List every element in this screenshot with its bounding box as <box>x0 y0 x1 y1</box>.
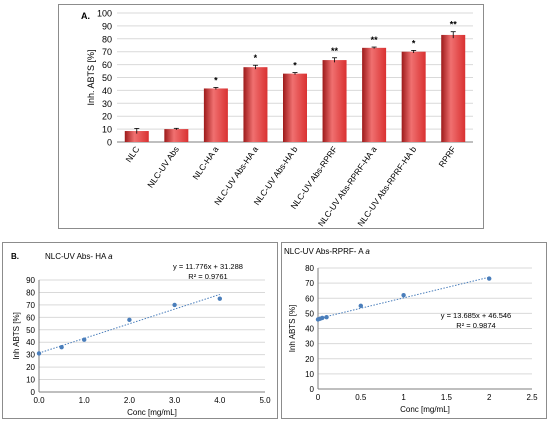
bar <box>203 88 228 142</box>
trendline <box>317 276 490 320</box>
chart-title: NLC-UV Abs- HA a <box>45 252 113 261</box>
y-tick-label: 80 <box>305 264 314 273</box>
x-tick-label: NLC-UV Abs <box>145 144 181 189</box>
x-tick-label: RPRF <box>436 144 457 169</box>
y-tick-label: 20 <box>305 355 314 364</box>
y-tick-label: 0 <box>310 385 315 394</box>
significance-mark: ** <box>371 35 379 45</box>
x-tick-label: 4.0 <box>214 396 226 405</box>
y-tick-label: 60 <box>102 60 112 70</box>
y-tick-label: 20 <box>26 363 35 372</box>
bar-chart-svg: 0 10 20 30 40 50 60 70 80 90 100 A. Inh. ABTS [%] NLC… <box>81 9 473 228</box>
y-tick-label: 40 <box>26 338 35 347</box>
bar <box>124 131 149 142</box>
x-tick-label: 0.5 <box>355 393 367 402</box>
y-tick-label: 10 <box>305 370 314 379</box>
significance-mark: ** <box>450 20 458 30</box>
y-tick-label: 20 <box>102 112 112 122</box>
data-point <box>401 293 406 298</box>
y-tick-label: 10 <box>26 376 35 385</box>
data-point <box>358 303 363 309</box>
data-point <box>59 345 64 350</box>
x-tick-label: 1.0 <box>79 396 91 405</box>
y-tick-label: 30 <box>26 351 35 360</box>
y-axis-title: Inh ABTS [%] <box>12 312 21 360</box>
y-axis-title: Inh ABTS [%] <box>288 305 297 353</box>
bar <box>401 51 426 143</box>
scatter-chart-left-svg: 0 10 20 30 40 50 60 70 80 90 0.0 1.0 2.0 3.0 4.0 5.0 B. N… <box>11 252 271 417</box>
scatter-chart-right-svg: 0 10 20 30 40 50 60 70 80 0 0.5 1 1.5 2 2.5 NLC-UV Abs-… <box>284 247 538 414</box>
data-point <box>36 351 42 356</box>
data-point <box>320 315 325 321</box>
significance-mark: ** <box>331 46 339 56</box>
data-point <box>487 276 492 281</box>
bar <box>243 67 268 142</box>
data-point <box>172 302 177 308</box>
data-point <box>217 296 222 301</box>
y-tick-label: 80 <box>26 288 35 297</box>
y-tick-label: 50 <box>26 326 35 335</box>
y-axis-title: Inh. ABTS [%] <box>86 49 96 105</box>
y-tick-label: 30 <box>305 340 314 349</box>
x-tick-label: 1 <box>401 393 406 402</box>
x-tick-label: 2.0 <box>124 396 136 405</box>
x-tick-label: 5.0 <box>259 396 271 405</box>
y-tick-label: 50 <box>102 73 112 83</box>
significance-mark: * <box>412 38 416 48</box>
bar <box>322 60 347 142</box>
data-point <box>324 314 329 320</box>
x-tick-label: 2 <box>487 393 492 402</box>
y-tick-label: 40 <box>102 86 112 96</box>
y-tick-label: 60 <box>26 313 35 322</box>
bar-chart-panel: 0 10 20 30 40 50 60 70 80 90 100 A. Inh. ABTS [%] NLC… <box>58 4 484 229</box>
trendline <box>38 293 220 354</box>
y-tick-label: 60 <box>305 294 314 303</box>
scatter-chart-right-panel: 0 10 20 30 40 50 60 70 80 0 0.5 1 1.5 2 2.5 NLC-UV Abs-… <box>281 242 547 419</box>
x-axis-title: Conc [mg/mL] <box>400 405 450 414</box>
bar <box>362 47 387 142</box>
y-tick-label: 10 <box>102 125 112 135</box>
y-tick-label: 90 <box>26 276 35 285</box>
y-tick-label: 90 <box>102 21 112 31</box>
y-tick-label: 0 <box>107 138 112 148</box>
chart-title-italic: a <box>108 252 113 261</box>
x-tick-label: 0.0 <box>33 396 45 405</box>
y-tick-label: 50 <box>305 309 314 318</box>
bar <box>164 129 189 142</box>
x-tick-label: 0 <box>316 393 321 402</box>
panel-label: B. <box>11 252 19 261</box>
y-tick-label: 70 <box>102 47 112 57</box>
data-point <box>127 317 132 323</box>
x-tick-label: NLC <box>123 144 141 164</box>
x-axis-title: Conc [mg/mL] <box>127 408 177 417</box>
x-tick-label: 3.0 <box>169 396 181 405</box>
data-point <box>82 337 87 342</box>
bar <box>283 73 307 142</box>
x-tick-label: NLC-HA a <box>190 144 220 181</box>
y-tick-label: 70 <box>26 301 35 310</box>
significance-mark: * <box>254 53 258 63</box>
bar <box>441 34 466 142</box>
trend-r-squared: R² = 0.9874 <box>456 321 495 330</box>
y-tick-label: 30 <box>102 99 112 109</box>
chart-title: NLC-UV Abs-RPRF- A a <box>284 247 370 256</box>
y-tick-label: 70 <box>305 279 314 288</box>
panel-label: A. <box>81 11 90 21</box>
trend-equation: y = 11.776x + 31.288 <box>173 262 243 271</box>
x-tick-label: 2.5 <box>526 393 538 402</box>
y-tick-label: 80 <box>102 34 112 44</box>
scatter-chart-left-panel: 0 10 20 30 40 50 60 70 80 90 0.0 1.0 2.0 3.0 4.0 5.0 B. N… <box>2 242 278 419</box>
y-tick-label: 0 <box>31 388 36 397</box>
significance-mark: * <box>293 61 297 71</box>
y-tick-label: 40 <box>305 325 314 334</box>
y-tick-label: 100 <box>97 9 112 19</box>
x-tick-label: 1.5 <box>441 393 453 402</box>
trend-r-squared: R² = 0.9761 <box>188 272 227 281</box>
chart-title-italic: a <box>365 247 370 256</box>
significance-mark: * <box>214 75 218 85</box>
trend-equation: y = 13.685x + 46.546 <box>441 311 511 320</box>
